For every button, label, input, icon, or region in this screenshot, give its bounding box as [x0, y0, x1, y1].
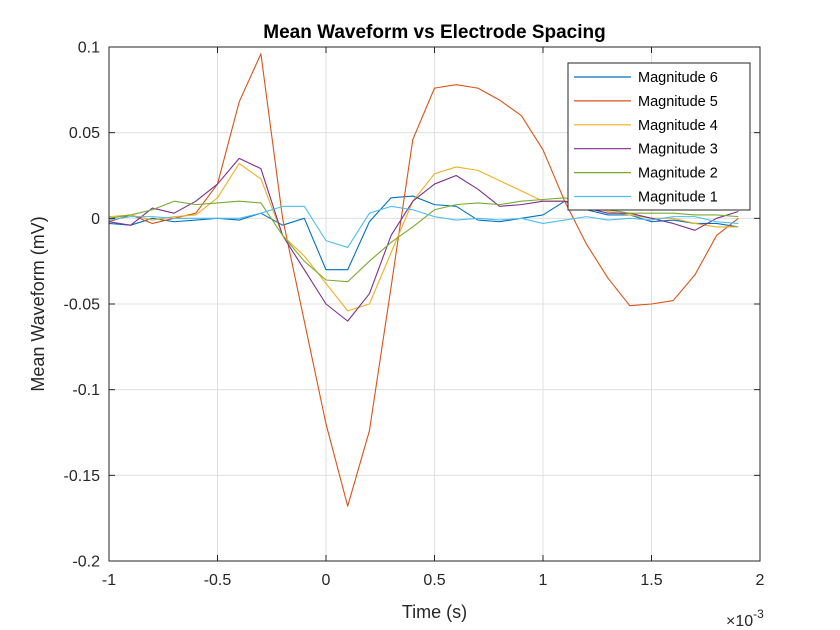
y-tick-label: -0.1: [72, 382, 100, 399]
x-tick-label: 1.5: [640, 572, 662, 589]
series-line-magnitude-2: [108, 197, 739, 283]
legend-label-magnitude-5: Magnitude 5: [638, 94, 718, 110]
x-axis: -1 -0.5 0 0.5 1 1.5 2: [102, 47, 765, 589]
x-axis-label: Time (s): [402, 602, 467, 622]
legend: Magnitude 6 Magnitude 5 Magnitude 4 Magnitu…: [567, 62, 751, 211]
x-exponent-label: ×10-3: [726, 607, 764, 630]
y-tick-label: -0.05: [64, 297, 101, 314]
y-axis-label: Mean Waveform (mV): [28, 216, 48, 391]
x-tick-label: 1: [539, 572, 548, 589]
series-line-magnitude-3: [108, 157, 739, 322]
chart-title: Mean Waveform vs Electrode Spacing: [263, 22, 605, 43]
series-line-magnitude-4: [108, 162, 739, 312]
x-exponent-power: -3: [753, 607, 764, 621]
y-tick-label: 0.05: [69, 125, 100, 142]
legend-label-magnitude-6: Magnitude 6: [638, 70, 718, 86]
legend-label-magnitude-2: Magnitude 2: [638, 166, 718, 182]
series-line-magnitude-1: [108, 205, 739, 249]
x-tick-label: 0: [322, 572, 331, 589]
y-tick-label: 0: [91, 211, 100, 228]
y-tick-label: -0.2: [72, 554, 100, 571]
y-tick-label: -0.15: [64, 468, 101, 485]
series-line-magnitude-5: [108, 53, 739, 507]
legend-box: [567, 62, 751, 211]
legend-label-magnitude-1: Magnitude 1: [638, 190, 718, 206]
x-exponent-base: ×10: [726, 613, 753, 630]
legend-label-magnitude-3: Magnitude 3: [638, 142, 718, 158]
x-tick-label: 2: [756, 572, 765, 589]
y-tick-label: 0.1: [78, 40, 100, 57]
series-group: [108, 53, 739, 507]
x-tick-label: -1: [102, 572, 116, 589]
x-tick-label: -0.5: [204, 572, 232, 589]
legend-label-magnitude-4: Magnitude 4: [638, 118, 718, 134]
y-axis: -0.2 -0.15 -0.1 -0.05 0 0.05 0.1: [64, 40, 760, 571]
x-tick-label: 0.5: [423, 572, 445, 589]
